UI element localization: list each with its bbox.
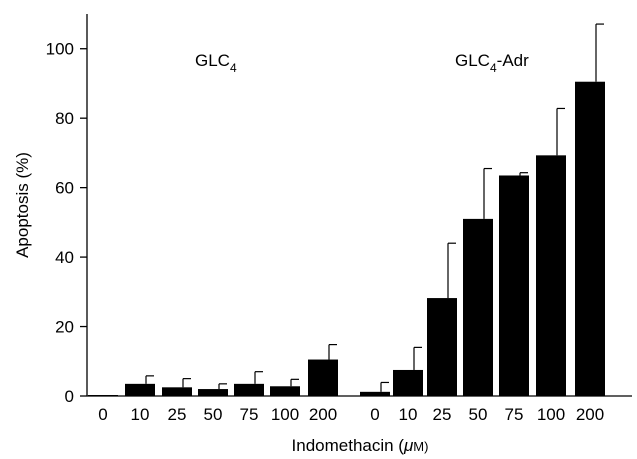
bar (575, 81, 605, 396)
x-axis-label-unit: M) (413, 439, 428, 454)
bar (463, 218, 493, 396)
y-tick-label: 0 (65, 387, 74, 406)
y-axis-label: Apoptosis (%) (13, 152, 32, 258)
x-tick-label: 50 (469, 405, 488, 424)
x-tick-label: 75 (240, 405, 259, 424)
x-tick-labels: 0 10 25 50 75 100 200 0 10 25 50 75 100 200 (98, 405, 604, 424)
group-label-glc4-adr: GLC4-Adr (455, 51, 529, 75)
x-tick-label: 50 (204, 405, 223, 424)
plot-area: 0 20 40 60 80 100 0 10 25 50 75 100 200 0 10 25 50 75 100… (46, 14, 632, 424)
bar (88, 395, 118, 396)
bar (234, 383, 264, 396)
group-label-main: GLC (195, 51, 230, 70)
group-label-main: GLC (455, 51, 490, 70)
x-tick-label: 10 (131, 405, 150, 424)
x-axis-label-prefix: Indomethacin ( (292, 436, 405, 455)
bar (393, 369, 423, 396)
x-tick-label: 100 (537, 405, 565, 424)
x-tick-label: 0 (370, 405, 379, 424)
bar (162, 387, 192, 396)
x-tick-label: 25 (168, 405, 187, 424)
y-tick-label: 60 (55, 179, 74, 198)
bar (536, 155, 566, 396)
x-tick-label: 200 (576, 405, 604, 424)
y-tick-label: 20 (55, 318, 74, 337)
x-axis-label: Indomethacin (μM) (292, 436, 429, 455)
x-tick-label: 10 (399, 405, 418, 424)
bar (125, 383, 155, 396)
x-tick-label: 200 (309, 405, 337, 424)
y-tick-label: 40 (55, 248, 74, 267)
x-tick-label: 100 (271, 405, 299, 424)
group-label-subscript: 4 (230, 61, 237, 75)
y-tick-label: 100 (46, 40, 74, 59)
y-ticks: 0 20 40 60 80 100 (46, 40, 87, 406)
y-tick-label: 80 (55, 109, 74, 128)
bar (198, 389, 228, 396)
bar (427, 298, 457, 396)
bar (360, 391, 390, 396)
x-axis-label-mu: μ (403, 436, 414, 455)
bar (270, 386, 300, 396)
group-label-suffix: -Adr (497, 51, 529, 70)
bars (88, 23, 605, 396)
x-tick-label: 0 (98, 405, 107, 424)
bar (499, 175, 529, 396)
group-label-glc4: GLC4 (195, 51, 237, 75)
x-tick-label: 25 (433, 405, 452, 424)
x-tick-label: 75 (505, 405, 524, 424)
bar (308, 359, 338, 396)
group-label-subscript: 4 (490, 61, 497, 75)
